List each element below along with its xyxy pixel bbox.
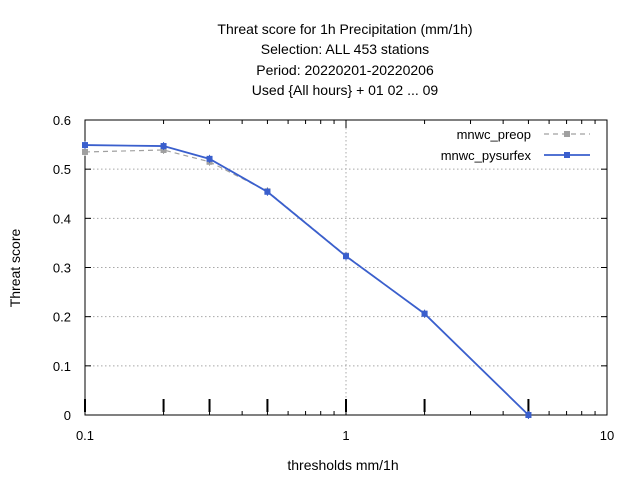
title-line-3: Period: 20220201-20220206 (256, 62, 434, 78)
legend-label: mnwc_preop (457, 127, 531, 142)
title-line-4: Used {All hours} + 01 02 ... 09 (252, 82, 439, 98)
legend-label: mnwc_pysurfex (441, 148, 532, 163)
plot-frame (84, 119, 608, 416)
grid-lines (85, 120, 607, 415)
title-line-2: Selection: ALL 453 stations (261, 41, 429, 57)
series-line-mnwc_preop (84, 149, 529, 416)
x-tick-label: 10 (600, 428, 614, 443)
x-axis-ticks: 0.1 1 10 (76, 120, 614, 443)
title-line-1: Threat score for 1h Precipitation (mm/1h… (217, 21, 472, 37)
y-tick-label: 0.2 (53, 310, 71, 325)
y-tick-label: 0.4 (53, 211, 71, 226)
y-tick-label: 0.3 (53, 261, 71, 276)
x-tick-label: 1 (342, 428, 349, 443)
x-axis-label: thresholds mm/1h (287, 457, 398, 473)
y-axis-label: Threat score (7, 228, 23, 307)
y-tick-label: 0.1 (53, 359, 71, 374)
series-line-mnwc_pysurfex (84, 144, 530, 416)
legend: mnwc_preop mnwc_pysurfex (441, 127, 590, 163)
x-tick-label: 0.1 (76, 428, 94, 443)
chart-title: Threat score for 1h Precipitation (mm/1h… (217, 21, 472, 98)
data-series (82, 141, 532, 419)
y-tick-label: 0.5 (53, 162, 71, 177)
legend-marker (564, 131, 570, 137)
threshold-marks (84, 399, 530, 412)
y-tick-label: 0.6 (53, 113, 71, 128)
legend-marker (564, 152, 570, 158)
y-tick-label: 0 (64, 408, 71, 423)
